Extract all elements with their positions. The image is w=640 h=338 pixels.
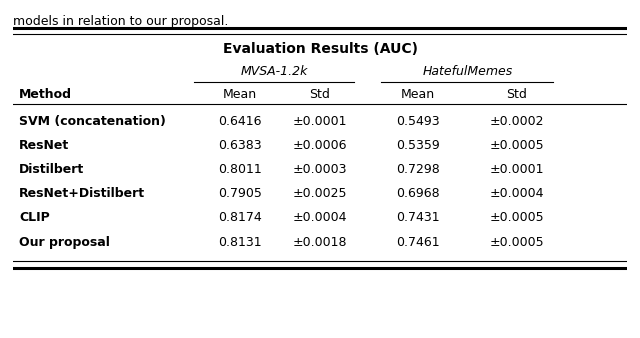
Text: ±0.0001: ±0.0001 [490, 163, 544, 176]
Text: ResNet+Distilbert: ResNet+Distilbert [19, 187, 145, 200]
Text: Our proposal: Our proposal [19, 237, 110, 249]
Text: 0.7905: 0.7905 [218, 187, 262, 200]
Text: Distilbert: Distilbert [19, 163, 84, 176]
Text: ±0.0025: ±0.0025 [292, 187, 348, 200]
Text: 0.7431: 0.7431 [397, 211, 440, 224]
Text: SVM (concatenation): SVM (concatenation) [19, 116, 166, 128]
Text: 0.8011: 0.8011 [218, 163, 262, 176]
Text: 0.5359: 0.5359 [396, 139, 440, 152]
Text: 0.6383: 0.6383 [218, 139, 262, 152]
Text: ±0.0001: ±0.0001 [292, 116, 348, 128]
Text: ±0.0002: ±0.0002 [490, 116, 544, 128]
Text: ±0.0005: ±0.0005 [490, 237, 544, 249]
Text: 0.6416: 0.6416 [218, 116, 262, 128]
Text: Mean: Mean [401, 88, 435, 101]
Text: Mean: Mean [223, 88, 257, 101]
Text: 0.5493: 0.5493 [397, 116, 440, 128]
Text: 0.7461: 0.7461 [397, 237, 440, 249]
Text: ±0.0006: ±0.0006 [292, 139, 348, 152]
Text: models in relation to our proposal.: models in relation to our proposal. [13, 15, 228, 28]
Text: HatefulMemes: HatefulMemes [422, 65, 513, 78]
Text: ±0.0003: ±0.0003 [292, 163, 348, 176]
Text: Std: Std [310, 88, 330, 101]
Text: CLIP: CLIP [19, 211, 50, 224]
Text: ±0.0004: ±0.0004 [292, 211, 348, 224]
Text: MVSA-1.2k: MVSA-1.2k [240, 65, 308, 78]
Text: 0.8174: 0.8174 [218, 211, 262, 224]
Text: 0.7298: 0.7298 [396, 163, 440, 176]
Text: ±0.0018: ±0.0018 [292, 237, 348, 249]
Text: ±0.0004: ±0.0004 [490, 187, 544, 200]
Text: Std: Std [506, 88, 527, 101]
Text: ResNet: ResNet [19, 139, 69, 152]
Text: ±0.0005: ±0.0005 [490, 139, 544, 152]
Text: Evaluation Results (AUC): Evaluation Results (AUC) [223, 42, 417, 56]
Text: 0.8131: 0.8131 [218, 237, 262, 249]
Text: ±0.0005: ±0.0005 [490, 211, 544, 224]
Text: 0.6968: 0.6968 [397, 187, 440, 200]
Text: Method: Method [19, 88, 72, 101]
